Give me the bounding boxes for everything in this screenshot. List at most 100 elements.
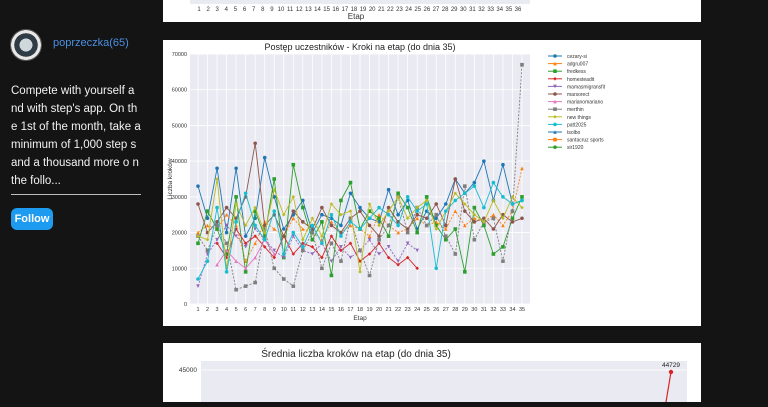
data-point	[329, 234, 334, 238]
data-point	[196, 241, 200, 246]
x-tick-label: 18	[357, 307, 363, 313]
data-point	[291, 195, 296, 199]
data-point	[377, 241, 381, 246]
data-point	[272, 209, 277, 213]
data-point	[205, 216, 210, 221]
top-chart-xlabel: Etap	[348, 12, 365, 21]
top-chart-panel: 1 2 3 4 5 6 7 8 9 10 11 12 13 14 15 16 17 18 19 20 21 22 23 24 2…	[163, 0, 701, 22]
x-tick-label: 30	[460, 7, 467, 13]
data-point	[291, 252, 296, 256]
username-link[interactable]: poprzeczka(65)	[53, 37, 129, 49]
data-point	[553, 92, 557, 96]
data-point	[224, 223, 229, 228]
data-point	[553, 54, 557, 58]
data-point	[215, 237, 219, 242]
data-point	[501, 223, 505, 228]
data-point	[272, 177, 277, 181]
data-point	[415, 212, 419, 217]
data-point	[424, 216, 429, 221]
x-tick-label: 19	[366, 307, 372, 313]
data-point	[272, 266, 277, 271]
data-point	[405, 205, 410, 210]
data-point	[386, 205, 391, 210]
x-tick-label: 20	[369, 7, 376, 13]
x-tick-label: 25	[414, 7, 421, 13]
x-tick-label: 35	[506, 7, 513, 13]
data-point	[234, 234, 238, 238]
data-point	[348, 220, 353, 224]
data-point	[348, 216, 353, 221]
data-point	[396, 212, 400, 217]
legend-label: santacruz sports	[567, 138, 604, 144]
data-point	[262, 230, 267, 235]
data-point	[443, 209, 448, 213]
x-axis-label: Etap	[353, 315, 367, 322]
x-tick-label: 1	[197, 7, 201, 13]
legend-label: cezary-si	[567, 54, 587, 60]
x-tick-label: 35	[519, 307, 525, 313]
legend-label: merthin	[567, 107, 584, 113]
x-tick-label: 17	[341, 7, 348, 13]
y-tick-label: 10000	[172, 266, 187, 272]
legend-label: marianomariano	[567, 100, 603, 106]
data-point	[253, 241, 257, 246]
x-tick-label: 14	[319, 307, 325, 313]
x-tick-label: 18	[351, 7, 358, 13]
data-point	[405, 230, 410, 235]
data-point	[386, 187, 391, 192]
data-point	[443, 227, 448, 231]
series-line	[197, 224, 418, 287]
x-tick-label: 12	[296, 7, 303, 13]
data-point	[243, 245, 248, 249]
y-tick-label: 50000	[172, 123, 187, 129]
data-point	[272, 187, 277, 192]
data-point	[320, 212, 324, 217]
top-chart-ticks: 1 2 3 4 5 6 7 8 9 10 11 12 13 14 15 16 17 18 19 20 21 22 23 24 2…	[190, 0, 530, 13]
data-point	[510, 220, 515, 224]
x-tick-label: 25	[424, 307, 430, 313]
data-point	[310, 216, 315, 221]
x-tick-label: 1	[196, 307, 199, 313]
data-point	[320, 255, 324, 260]
data-point	[491, 198, 496, 203]
data-point	[463, 191, 467, 196]
data-point	[243, 266, 248, 271]
plot-area	[201, 361, 687, 402]
y-tick-label: 45000	[179, 367, 197, 374]
data-point	[553, 69, 557, 73]
follow-button[interactable]: Follow	[11, 208, 53, 230]
data-point	[243, 223, 248, 228]
data-point	[434, 212, 439, 217]
data-point	[491, 216, 496, 221]
data-point	[501, 245, 505, 249]
data-point	[205, 252, 210, 256]
x-tick-label: 12	[300, 307, 306, 313]
data-point	[424, 195, 429, 199]
y-tick-label: 70000	[172, 52, 187, 58]
data-point	[434, 202, 439, 206]
data-point	[348, 191, 353, 196]
x-tick-label: 13	[305, 7, 312, 13]
data-point	[367, 234, 372, 238]
data-point	[472, 184, 477, 188]
data-point	[329, 259, 334, 263]
data-point	[205, 209, 210, 213]
x-tick-label: 24	[405, 7, 412, 13]
data-point	[224, 212, 229, 217]
x-tick-label: 10	[281, 307, 287, 313]
data-point	[320, 266, 324, 271]
data-point	[320, 205, 324, 210]
data-point	[386, 209, 391, 213]
data-point	[377, 223, 381, 228]
series-line	[665, 371, 672, 403]
data-point	[301, 241, 305, 246]
data-point	[224, 248, 229, 253]
x-tick-label: 10	[278, 7, 285, 13]
data-point	[348, 223, 353, 228]
data-point	[396, 223, 400, 228]
data-point	[358, 270, 362, 274]
avatar[interactable]	[10, 29, 42, 61]
x-tick-label: 14	[314, 7, 321, 13]
data-point	[281, 212, 286, 217]
